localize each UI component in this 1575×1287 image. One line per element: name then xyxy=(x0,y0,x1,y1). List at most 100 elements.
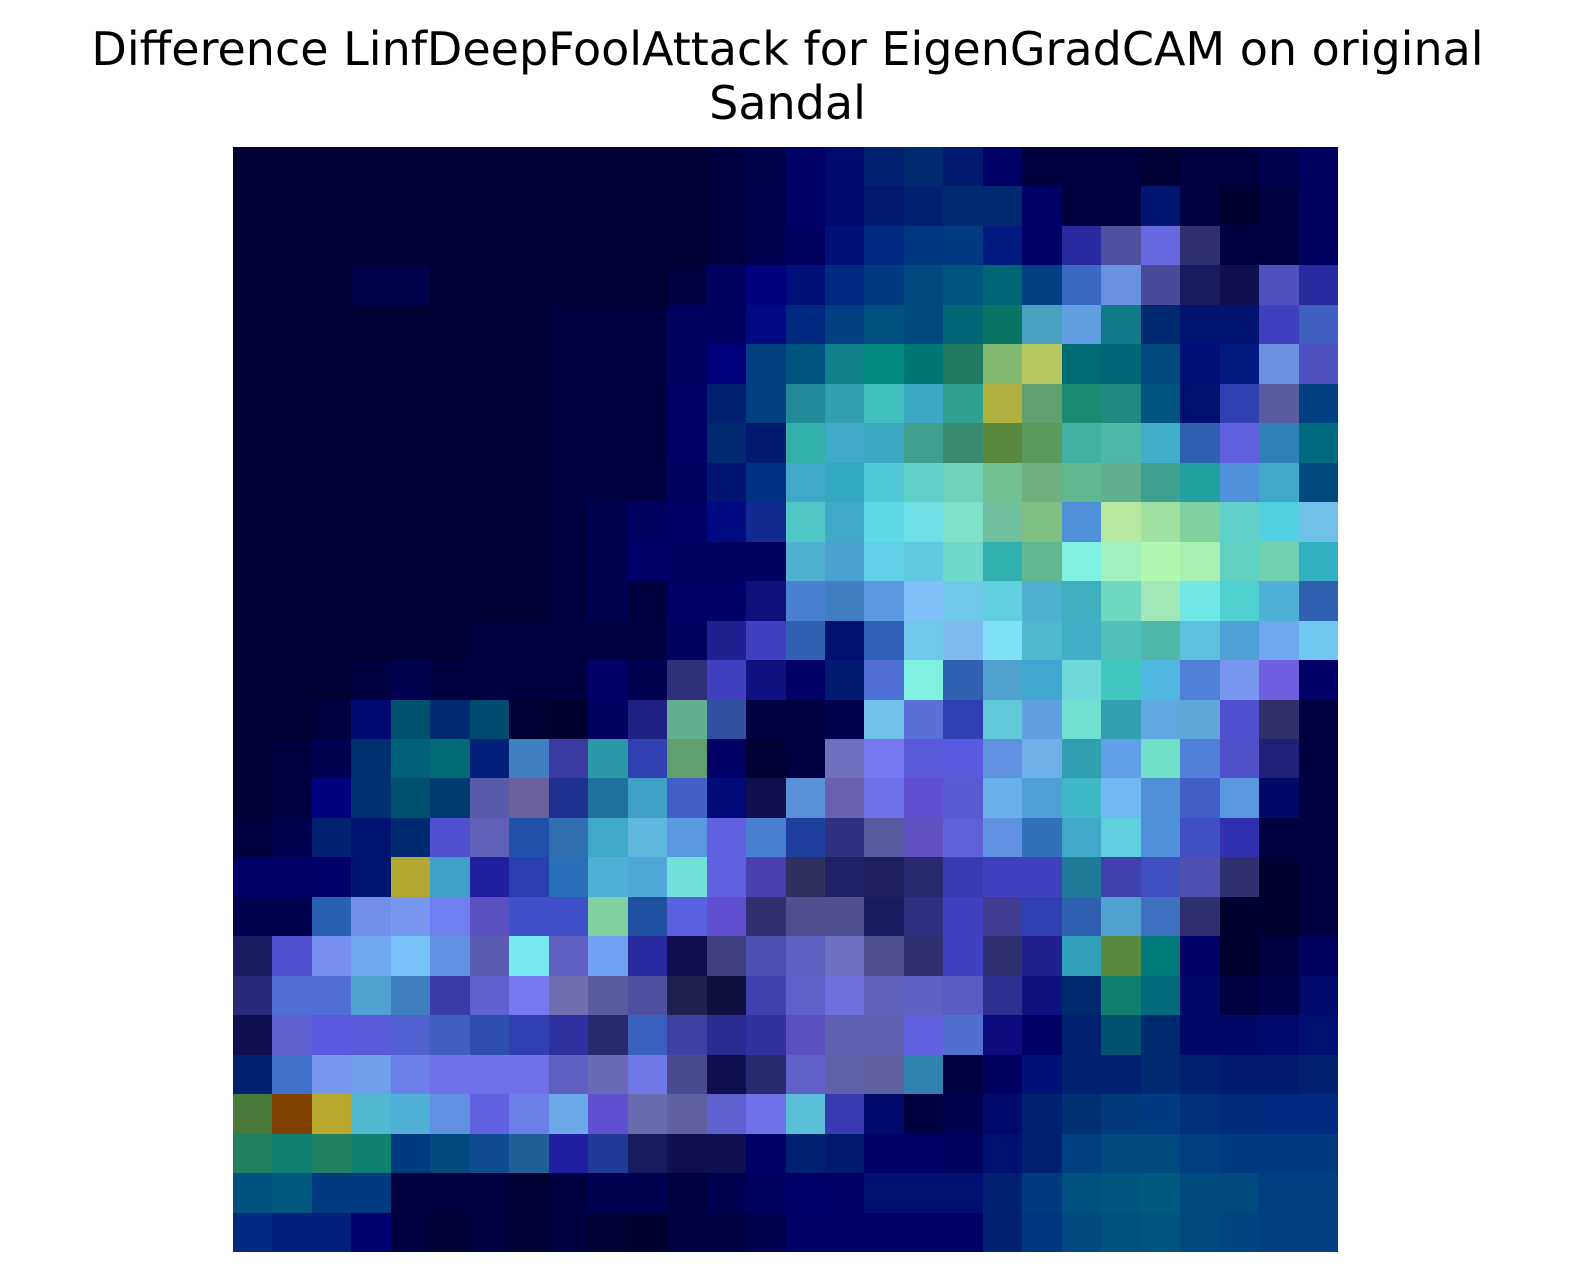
heatmap-cell xyxy=(1180,896,1220,937)
heatmap-cell xyxy=(864,1173,904,1213)
heatmap-cell xyxy=(706,1054,747,1095)
heatmap-cell xyxy=(272,1015,312,1055)
heatmap-cell xyxy=(548,423,589,463)
heatmap-cell xyxy=(982,225,1023,266)
heatmap-cell xyxy=(864,699,904,739)
heatmap-cell xyxy=(785,975,825,1016)
heatmap-cell xyxy=(746,541,786,582)
heatmap-cell xyxy=(903,581,944,621)
heatmap-cell xyxy=(272,304,312,345)
heatmap-cell xyxy=(390,620,431,661)
heatmap-cell xyxy=(982,1212,1023,1252)
heatmap-cell xyxy=(430,225,470,266)
heatmap-cell xyxy=(824,541,865,582)
heatmap-cell xyxy=(390,778,431,818)
heatmap-cell xyxy=(1061,304,1102,345)
heatmap-cell xyxy=(706,186,747,226)
heatmap-cell xyxy=(1022,1173,1062,1213)
heatmap-cell xyxy=(1259,423,1299,463)
heatmap-cell xyxy=(785,896,825,937)
heatmap-cell xyxy=(667,1173,707,1213)
heatmap-cell xyxy=(1259,778,1299,818)
heatmap-cell xyxy=(1140,817,1181,858)
heatmap-cell xyxy=(903,502,944,542)
heatmap-cell xyxy=(548,1015,589,1055)
heatmap-cell xyxy=(864,620,904,661)
heatmap-cell xyxy=(1101,620,1141,661)
heatmap-cell xyxy=(746,778,786,818)
heatmap-cell xyxy=(667,462,707,503)
heatmap-cell xyxy=(1298,344,1338,384)
heatmap-cell xyxy=(982,857,1023,897)
heatmap-cell xyxy=(390,1173,431,1213)
heatmap-cell xyxy=(1061,1133,1102,1174)
heatmap-cell xyxy=(1180,975,1220,1016)
heatmap-cell xyxy=(1140,1212,1181,1252)
heatmap-cell xyxy=(390,344,431,384)
heatmap-cell xyxy=(1140,936,1181,976)
heatmap-cell xyxy=(903,383,944,424)
heatmap-cell xyxy=(430,699,470,739)
heatmap-cell xyxy=(943,1054,983,1095)
heatmap-cell xyxy=(311,1133,352,1174)
heatmap-cell xyxy=(311,225,352,266)
heatmap-cell xyxy=(982,1094,1023,1134)
heatmap-cell xyxy=(864,778,904,818)
heatmap-cell xyxy=(903,541,944,582)
heatmap-cell xyxy=(272,620,312,661)
heatmap-cell xyxy=(509,462,549,503)
heatmap-cell xyxy=(272,817,312,858)
heatmap-cell xyxy=(351,541,391,582)
heatmap-cell xyxy=(469,660,510,700)
heatmap-cell xyxy=(233,423,273,463)
heatmap-cell xyxy=(1061,462,1102,503)
heatmap-cell xyxy=(509,1212,549,1252)
heatmap-cell xyxy=(943,817,983,858)
heatmap-cell xyxy=(469,1212,510,1252)
heatmap-cell xyxy=(588,304,628,345)
heatmap-cell xyxy=(785,462,825,503)
heatmap-cell xyxy=(903,225,944,266)
heatmap-cell xyxy=(943,462,983,503)
heatmap-cell xyxy=(706,1094,747,1134)
heatmap-cell xyxy=(1259,1054,1299,1095)
heatmap-cell xyxy=(351,462,391,503)
heatmap-cell xyxy=(943,383,983,424)
heatmap-cell xyxy=(430,462,470,503)
heatmap-cell xyxy=(1061,1212,1102,1252)
heatmap-cell xyxy=(1259,383,1299,424)
heatmap-cell xyxy=(1219,699,1260,739)
heatmap-cell xyxy=(1061,896,1102,937)
heatmap-cell xyxy=(824,778,865,818)
heatmap-cell xyxy=(233,581,273,621)
heatmap-cell xyxy=(588,423,628,463)
heatmap-cell xyxy=(430,936,470,976)
heatmap-cell xyxy=(1298,699,1338,739)
heatmap-cell xyxy=(272,1054,312,1095)
heatmap-cell xyxy=(785,502,825,542)
heatmap-cell xyxy=(1101,660,1141,700)
heatmap-cell xyxy=(1298,738,1338,779)
heatmap-cell xyxy=(430,147,470,187)
heatmap-cell xyxy=(864,265,904,305)
heatmap-cell xyxy=(746,817,786,858)
heatmap-cell xyxy=(469,857,510,897)
heatmap-cell xyxy=(548,344,589,384)
heatmap-cell xyxy=(272,462,312,503)
heatmap-cell xyxy=(627,581,668,621)
heatmap-cell xyxy=(824,423,865,463)
heatmap-cell xyxy=(1180,1054,1220,1095)
heatmap-cell xyxy=(548,778,589,818)
heatmap-cell xyxy=(785,1094,825,1134)
heatmap-cell xyxy=(272,699,312,739)
heatmap-cell xyxy=(233,1133,273,1174)
heatmap-cell xyxy=(1298,857,1338,897)
heatmap-cell xyxy=(1259,620,1299,661)
heatmap-cell xyxy=(272,936,312,976)
heatmap-cell xyxy=(548,738,589,779)
heatmap-cell xyxy=(351,344,391,384)
heatmap-cell xyxy=(509,186,549,226)
heatmap-cell xyxy=(982,1133,1023,1174)
heatmap-cell xyxy=(1259,502,1299,542)
heatmap-cell xyxy=(1298,936,1338,976)
